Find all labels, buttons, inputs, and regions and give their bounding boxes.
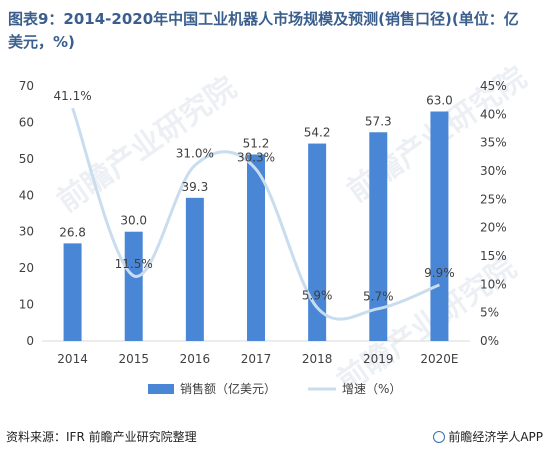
line-value-label: 11.5% [115, 257, 153, 271]
bar-value-label: 51.2 [243, 136, 270, 150]
bar [430, 111, 449, 341]
x-tick-label: 2017 [241, 352, 272, 366]
y-right-tick-label: 5% [480, 306, 499, 320]
x-tick-label: 2018 [302, 352, 333, 366]
growth-line [71, 107, 440, 321]
bar [308, 143, 327, 341]
y-right-tick-label: 35% [480, 136, 507, 150]
y-right-tick-label: 30% [480, 164, 507, 178]
bar-value-label: 26.8 [59, 225, 86, 239]
y-right-tick-label: 0% [480, 334, 499, 348]
legend-bar-label: 销售额（亿美元） [180, 381, 276, 396]
y-right-tick-label: 20% [480, 221, 507, 235]
bar-value-label: 54.2 [304, 126, 331, 140]
line-value-label: 30.3% [237, 150, 275, 164]
bar-value-label: 63.0 [426, 94, 453, 108]
y-right-tick-label: 15% [480, 249, 507, 263]
bar [247, 154, 265, 341]
line-value-label: 5.9% [302, 289, 333, 303]
y-left-tick-label: 50 [19, 152, 34, 166]
legend-bar-swatch [148, 384, 174, 394]
y-left-tick-label: 40 [19, 188, 34, 202]
y-left-tick-label: 10 [19, 298, 34, 312]
bar-value-label: 39.3 [181, 180, 208, 194]
bar-value-label: 30.0 [120, 214, 147, 228]
y-left-tick-label: 60 [19, 115, 34, 129]
x-tick-label: 2016 [180, 352, 211, 366]
bar [369, 132, 388, 341]
x-tick-label: 2015 [118, 352, 149, 366]
y-left-tick-label: 20 [19, 261, 34, 275]
y-left-tick-label: 70 [19, 79, 34, 93]
x-tick-label: 2020E [420, 352, 458, 366]
x-tick-label: 2019 [363, 352, 394, 366]
brand-logo-icon [433, 431, 446, 443]
x-tick-label: 2014 [57, 352, 88, 366]
y-left-tick-label: 0 [26, 334, 34, 348]
y-right-tick-label: 45% [480, 79, 507, 93]
bar [124, 231, 143, 341]
legend-line-label: 增速（%） [342, 382, 401, 396]
line-value-label: 41.1% [54, 89, 92, 103]
brand-credit: 前瞻经济学人APP [433, 428, 543, 445]
y-left-tick-label: 30 [19, 225, 34, 239]
chart-title: 图表9：2014-2020年中国工业机器人市场规模及预测(销售口径)(单位：亿美… [8, 10, 519, 51]
y-right-tick-label: 25% [480, 192, 507, 206]
line-value-label: 31.0% [176, 146, 214, 160]
bar [185, 197, 204, 341]
y-right-tick-label: 40% [480, 107, 507, 121]
bar [63, 243, 82, 341]
brand-name: 前瞻经济学人APP [448, 430, 543, 444]
line-value-label: 9.9% [424, 266, 455, 280]
bar-value-label: 57.3 [365, 114, 392, 128]
source-note: 资料来源：IFR 前瞻产业研究院整理 [6, 430, 197, 444]
line-value-label: 5.7% [363, 290, 394, 304]
y-right-tick-label: 10% [480, 277, 507, 291]
